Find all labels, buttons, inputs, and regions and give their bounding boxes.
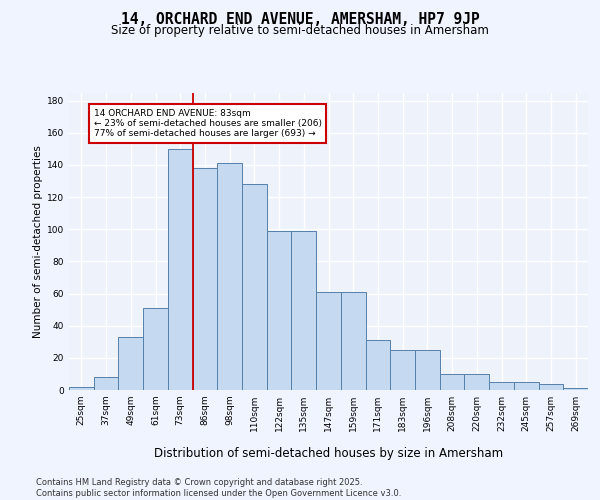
Bar [464, 374, 489, 390]
Text: Size of property relative to semi-detached houses in Amersham: Size of property relative to semi-detach… [111, 24, 489, 37]
Bar [365, 340, 390, 390]
Bar [390, 350, 415, 390]
Bar [217, 164, 242, 390]
Bar [563, 388, 588, 390]
Bar [94, 377, 118, 390]
Text: 14, ORCHARD END AVENUE, AMERSHAM, HP7 9JP: 14, ORCHARD END AVENUE, AMERSHAM, HP7 9J… [121, 12, 479, 28]
Text: Distribution of semi-detached houses by size in Amersham: Distribution of semi-detached houses by … [154, 448, 503, 460]
Bar [242, 184, 267, 390]
Bar [143, 308, 168, 390]
Y-axis label: Number of semi-detached properties: Number of semi-detached properties [33, 145, 43, 338]
Bar [292, 231, 316, 390]
Bar [168, 149, 193, 390]
Bar [489, 382, 514, 390]
Bar [539, 384, 563, 390]
Bar [341, 292, 365, 390]
Bar [316, 292, 341, 390]
Text: Contains HM Land Registry data © Crown copyright and database right 2025.
Contai: Contains HM Land Registry data © Crown c… [36, 478, 401, 498]
Bar [514, 382, 539, 390]
Bar [267, 231, 292, 390]
Bar [118, 337, 143, 390]
Bar [193, 168, 217, 390]
Bar [69, 387, 94, 390]
Bar [415, 350, 440, 390]
Bar [440, 374, 464, 390]
Text: 14 ORCHARD END AVENUE: 83sqm
← 23% of semi-detached houses are smaller (206)
77%: 14 ORCHARD END AVENUE: 83sqm ← 23% of se… [94, 108, 322, 138]
